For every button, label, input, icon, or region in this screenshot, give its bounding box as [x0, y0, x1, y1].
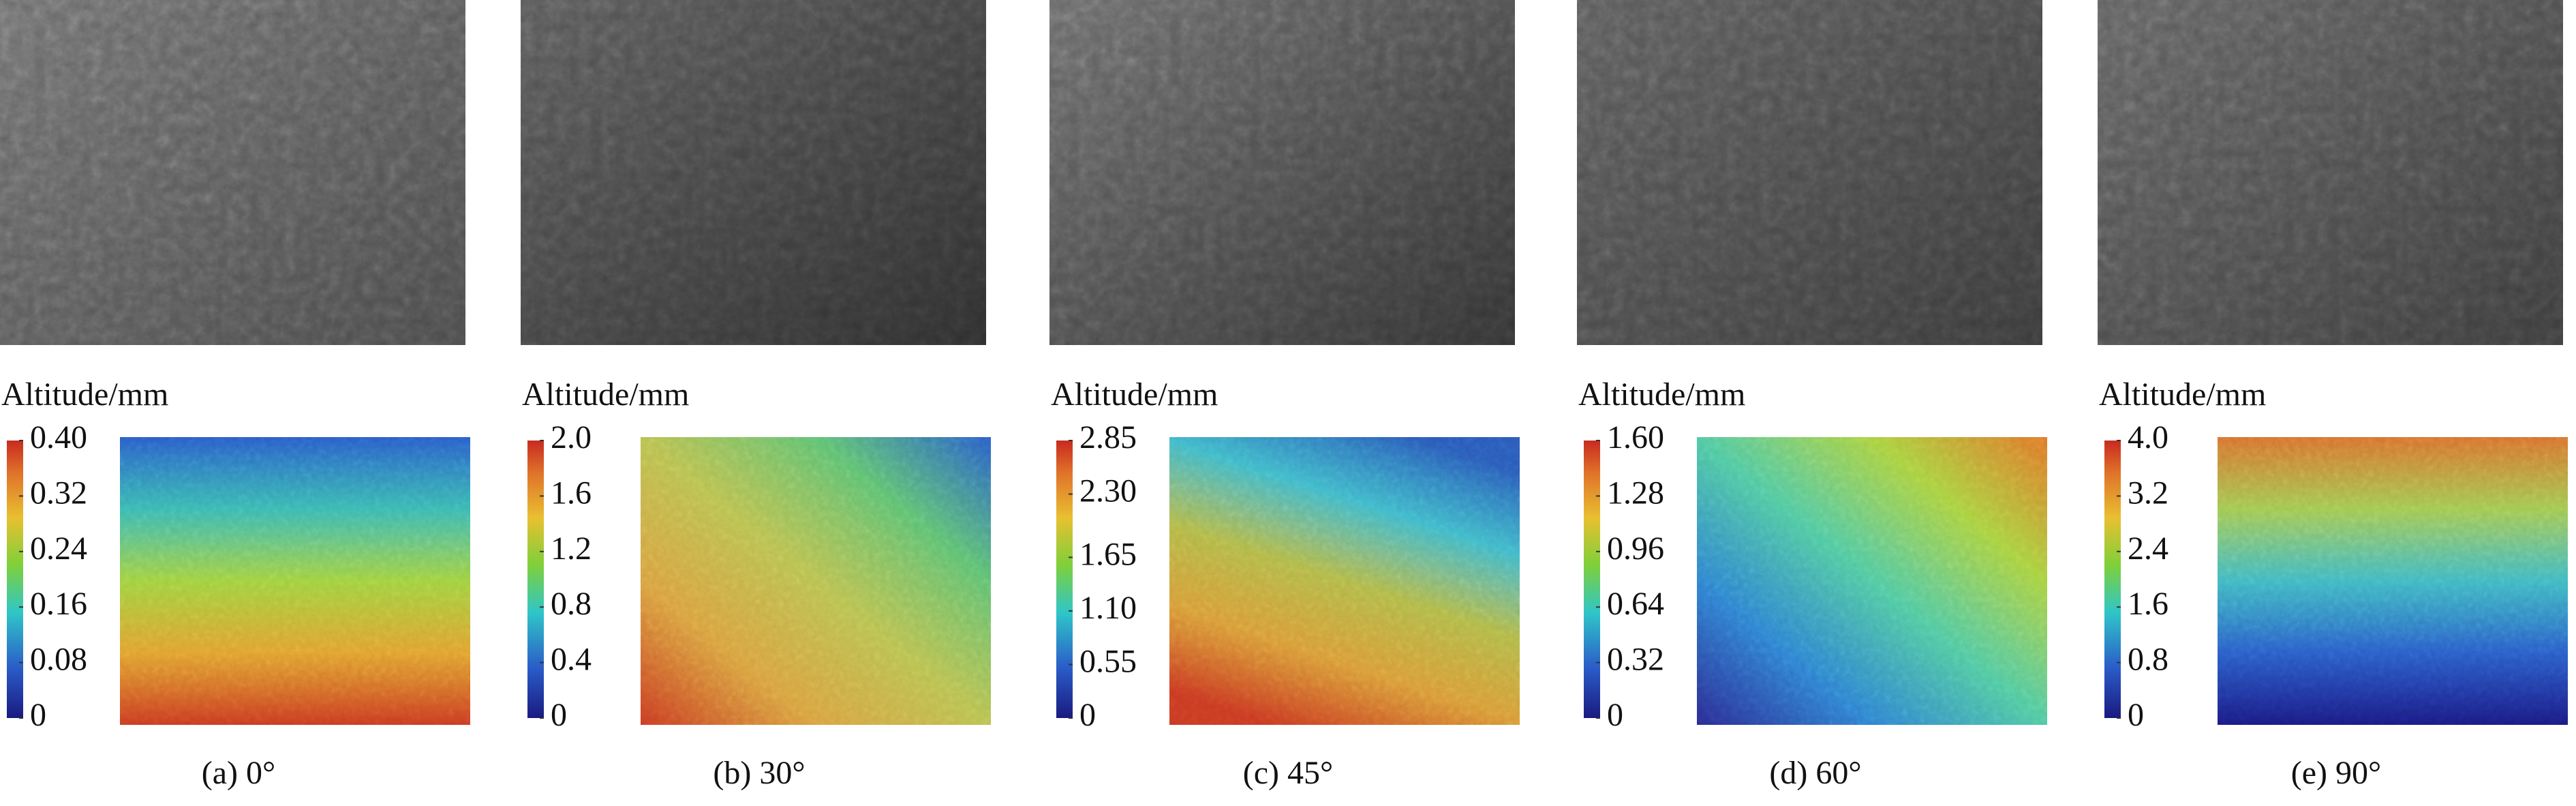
- photo-texture: [0, 0, 465, 345]
- colorbar-tick-label: 0.08: [30, 642, 87, 678]
- colorbar-tick-label: 0: [2128, 697, 2144, 733]
- panel: Altitude/mm 0 0.4 0.8 1.2 1.6 2.0 (b) 30°: [521, 0, 991, 791]
- panel: Altitude/mm 0 0.08 0.16 0.24 0.32 0.40 (a) 0°: [0, 0, 470, 791]
- colorbar-tick-label: 0.40: [30, 419, 87, 456]
- colorbar-tick-label: 4.0: [2128, 419, 2168, 456]
- map-texture: [641, 437, 991, 725]
- colorbar-tick-label: 0.32: [30, 475, 87, 511]
- colorbar-title: Altitude/mm: [2099, 376, 2266, 413]
- colorbar: [527, 441, 544, 718]
- panel: Altitude/mm 0 0.55 1.10 1.65 2.30 2.85 (c) 45°: [1049, 0, 1520, 791]
- colorbar-tick-label: 1.6: [2128, 586, 2168, 622]
- panel: Altitude/mm 0 0.32 0.64 0.96 1.28 1.60 (d) 60°: [1577, 0, 2047, 791]
- colorbar: [1056, 441, 1073, 718]
- panel-caption: (c) 45°: [1243, 755, 1333, 791]
- colorbar-title: Altitude/mm: [1051, 376, 1218, 413]
- colorbar-tick-label: 1.6: [551, 475, 592, 511]
- colorbar-tick-label: 2.30: [1079, 473, 1137, 509]
- panel: Altitude/mm 0 0.8 1.6 2.4 3.2 4.0 (e) 90°: [2098, 0, 2568, 791]
- colorbar-tick-label: 0.96: [1607, 531, 1664, 567]
- colorbar-title: Altitude/mm: [1578, 376, 1745, 413]
- colorbar-tick-label: 0.8: [551, 586, 592, 622]
- photo-texture: [1049, 0, 1515, 345]
- photo-texture: [521, 0, 986, 345]
- colorbar-tick-label: 1.2: [551, 531, 592, 567]
- colorbar-tick-label: 0.32: [1607, 642, 1664, 678]
- colorbar-tick-label: 1.10: [1079, 590, 1137, 626]
- panel-caption: (d) 60°: [1769, 755, 1861, 791]
- map-texture: [1169, 437, 1520, 725]
- colorbar-tick-label: 0: [1079, 697, 1096, 733]
- map-texture: [2218, 437, 2568, 725]
- panel-caption: (b) 30°: [713, 755, 805, 791]
- photo-texture: [2098, 0, 2563, 345]
- colorbar-tick-label: 2.4: [2128, 531, 2168, 567]
- photo-texture: [1577, 0, 2042, 345]
- colorbar-tick-label: 0: [551, 697, 567, 733]
- colorbar: [2104, 441, 2121, 718]
- panel-caption: (a) 0°: [202, 755, 275, 791]
- colorbar-tick-label: 0.55: [1079, 643, 1137, 679]
- colorbar-tick-label: 0: [1607, 697, 1623, 733]
- map-texture: [120, 437, 470, 725]
- colorbar-tick-label: 0.16: [30, 586, 87, 622]
- colorbar-tick-label: 2.0: [551, 419, 592, 456]
- colorbar-tick-label: 3.2: [2128, 475, 2168, 511]
- colorbar-tick-label: 0.24: [30, 531, 87, 567]
- colorbar-tick-label: 0: [30, 697, 46, 733]
- colorbar: [7, 441, 23, 718]
- colorbar-tick-label: 1.60: [1607, 419, 1664, 456]
- colorbar-title: Altitude/mm: [1, 376, 168, 413]
- colorbar-tick-label: 2.85: [1079, 419, 1137, 456]
- colorbar-tick-label: 0.64: [1607, 586, 1664, 622]
- colorbar-tick-label: 1.28: [1607, 475, 1664, 511]
- colorbar-tick-label: 0.8: [2128, 642, 2168, 678]
- panel-caption: (e) 90°: [2291, 755, 2381, 791]
- map-texture: [1697, 437, 2047, 725]
- colorbar-tick-label: 0.4: [551, 642, 592, 678]
- colorbar-tick-label: 1.65: [1079, 536, 1137, 572]
- colorbar: [1584, 441, 1600, 718]
- colorbar-title: Altitude/mm: [522, 376, 689, 413]
